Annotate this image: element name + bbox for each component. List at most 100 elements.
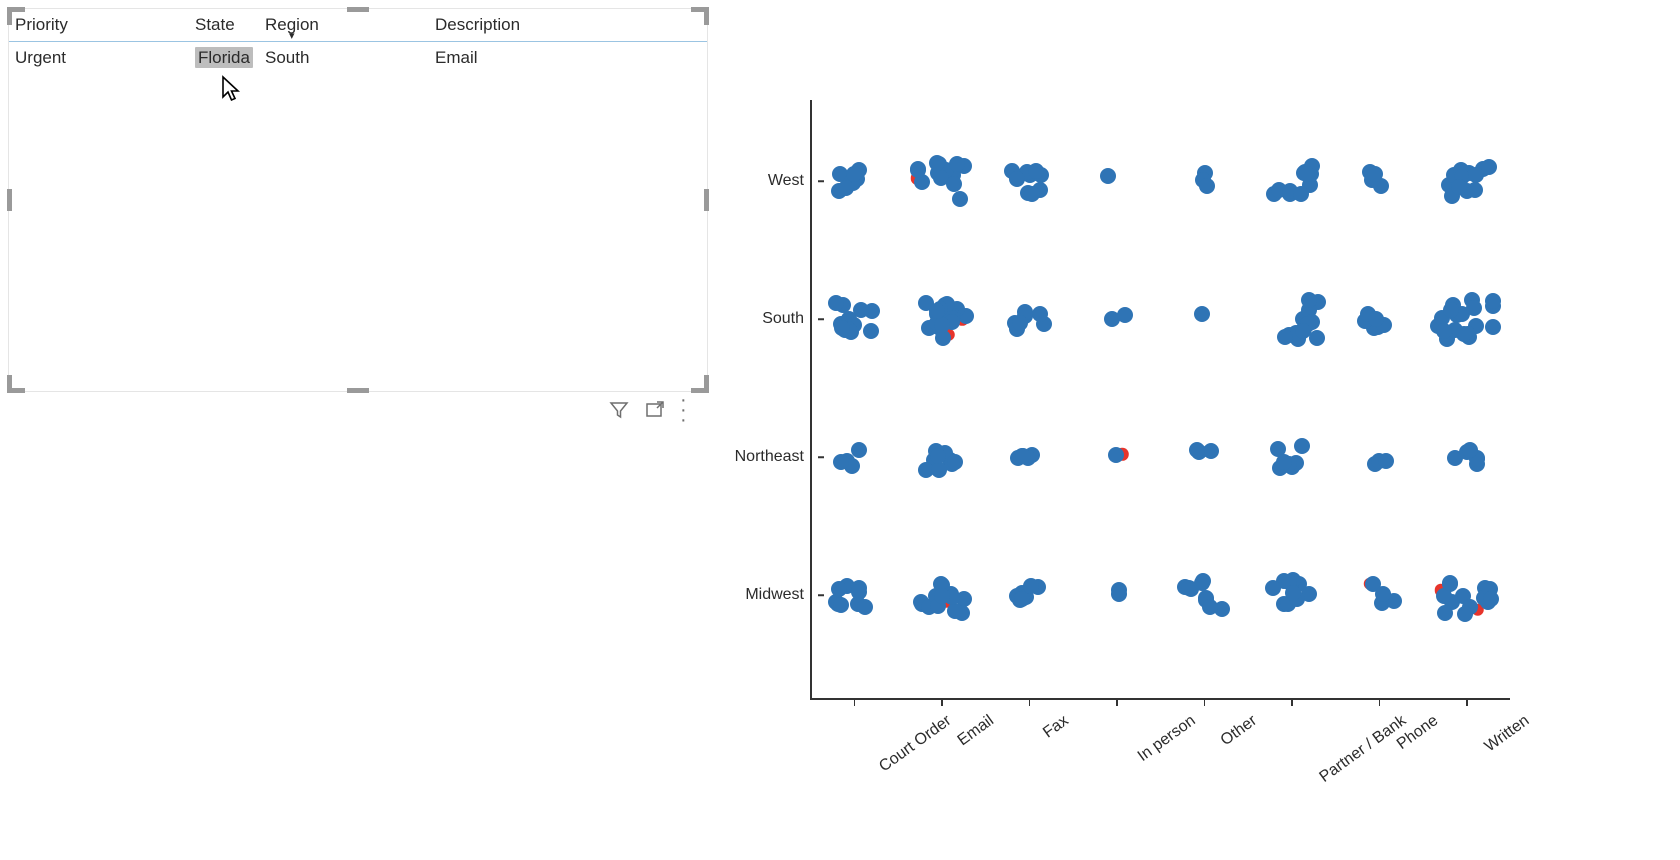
chart-dot[interactable] <box>946 176 962 192</box>
chart-dot[interactable] <box>1485 319 1501 335</box>
chart-dot[interactable] <box>929 155 945 171</box>
chart-dot[interactable] <box>1023 578 1039 594</box>
chart-dot[interactable] <box>1203 443 1219 459</box>
cell-text: Email <box>435 48 478 67</box>
chart-dot[interactable] <box>1378 453 1394 469</box>
chart-dot[interactable] <box>828 295 844 311</box>
chart-dot[interactable] <box>1202 599 1218 615</box>
table-row[interactable]: Urgent Florida South Email <box>9 42 707 75</box>
chart-dot[interactable] <box>1443 302 1459 318</box>
chart-dot[interactable] <box>1436 323 1452 339</box>
col-header-label: State <box>195 15 235 34</box>
y-tick <box>818 180 824 182</box>
chart-dot[interactable] <box>1295 323 1311 339</box>
chart-dot[interactable] <box>1194 306 1210 322</box>
x-tick <box>854 700 856 706</box>
chart-dot[interactable] <box>1285 585 1301 601</box>
chart-dot[interactable] <box>1367 166 1383 182</box>
y-tick <box>818 594 824 596</box>
chart-dot[interactable] <box>947 454 963 470</box>
chart-dot[interactable] <box>1436 588 1452 604</box>
chart-dot[interactable] <box>1462 442 1478 458</box>
chart-dot[interactable] <box>838 180 854 196</box>
chart-dot[interactable] <box>930 448 946 464</box>
col-header-state[interactable]: State <box>189 9 259 42</box>
resize-handle[interactable] <box>347 388 369 393</box>
cell-priority[interactable]: Urgent <box>9 42 189 75</box>
resize-handle[interactable] <box>7 375 12 393</box>
chart-dot[interactable] <box>833 597 849 613</box>
chart-dot[interactable] <box>1111 582 1127 598</box>
chart-dot[interactable] <box>1483 591 1499 607</box>
cell-state[interactable]: Florida <box>189 42 259 75</box>
chart-dot[interactable] <box>1294 438 1310 454</box>
x-axis-label: Fax <box>1040 712 1072 742</box>
chart-dot[interactable] <box>1456 326 1472 342</box>
resize-handle[interactable] <box>7 189 12 211</box>
cell-description[interactable]: Email <box>429 42 707 75</box>
chart-dot[interactable] <box>851 584 867 600</box>
resize-handle[interactable] <box>704 375 709 393</box>
chart-dot[interactable] <box>934 588 950 604</box>
chart-dot[interactable] <box>846 166 862 182</box>
chart-dot[interactable] <box>1309 330 1325 346</box>
chart-dot[interactable] <box>910 162 926 178</box>
chart-dot[interactable] <box>1108 447 1124 463</box>
chart-dot[interactable] <box>1451 179 1467 195</box>
resize-handle[interactable] <box>704 189 709 211</box>
chart-dot[interactable] <box>1100 168 1116 184</box>
chart-dot[interactable] <box>853 302 869 318</box>
col-header-region[interactable]: Region ▾ <box>259 9 429 42</box>
chart-dot[interactable] <box>1032 306 1048 322</box>
chart-dot[interactable] <box>831 581 847 597</box>
col-header-description[interactable]: Description <box>429 9 707 42</box>
table-visual[interactable]: Priority State Region ▾ Description Urge… <box>8 8 708 392</box>
chart-dot[interactable] <box>1199 178 1215 194</box>
chart-dot[interactable] <box>1189 442 1205 458</box>
chart-dot[interactable] <box>1457 606 1473 622</box>
chart-dot[interactable] <box>1468 167 1484 183</box>
chart-dot[interactable] <box>1368 311 1384 327</box>
chart-dot[interactable] <box>851 442 867 458</box>
plot-area <box>810 100 1510 700</box>
filter-button[interactable] <box>608 399 630 421</box>
col-header-priority[interactable]: Priority <box>9 9 189 42</box>
chart-dot[interactable] <box>1012 315 1028 331</box>
chart-dot[interactable] <box>1301 292 1317 308</box>
chart-dot[interactable] <box>834 320 850 336</box>
chart-dot[interactable] <box>1265 580 1281 596</box>
scatter-chart[interactable]: WestSouthNortheastMidwestCourt OrderEmai… <box>800 100 1610 790</box>
chart-dot[interactable] <box>1195 573 1211 589</box>
focus-mode-button[interactable] <box>644 399 666 421</box>
more-options-button[interactable]: · · · <box>680 399 702 421</box>
chart-dot[interactable] <box>833 454 849 470</box>
cell-text: Florida <box>195 47 253 68</box>
chart-dot[interactable] <box>1028 163 1044 179</box>
chart-dot[interactable] <box>1466 300 1482 316</box>
chart-dot[interactable] <box>1437 605 1453 621</box>
cell-region[interactable]: South <box>259 42 429 75</box>
chart-dot[interactable] <box>1024 186 1040 202</box>
x-tick <box>1116 700 1118 706</box>
chart-dot[interactable] <box>1467 182 1483 198</box>
chart-dot[interactable] <box>952 191 968 207</box>
chart-dot[interactable] <box>1299 166 1315 182</box>
chart-dot[interactable] <box>931 462 947 478</box>
chart-dot[interactable] <box>947 603 963 619</box>
chart-dot[interactable] <box>857 599 873 615</box>
chart-dot[interactable] <box>929 303 945 319</box>
chart-dot[interactable] <box>1293 186 1309 202</box>
chart-dot[interactable] <box>949 156 965 172</box>
chart-dot[interactable] <box>1009 171 1025 187</box>
chart-dot[interactable] <box>934 317 950 333</box>
chart-dot[interactable] <box>1015 448 1031 464</box>
chart-dot[interactable] <box>1375 586 1391 602</box>
data-table[interactable]: Priority State Region ▾ Description Urge… <box>9 9 707 74</box>
chart-dot[interactable] <box>1104 311 1120 327</box>
chart-dot[interactable] <box>863 323 879 339</box>
chart-dot[interactable] <box>1276 454 1292 470</box>
x-tick <box>1204 700 1206 706</box>
chart-dot[interactable] <box>1277 329 1293 345</box>
chart-dot[interactable] <box>1485 293 1501 309</box>
chart-dot[interactable] <box>1442 575 1458 591</box>
